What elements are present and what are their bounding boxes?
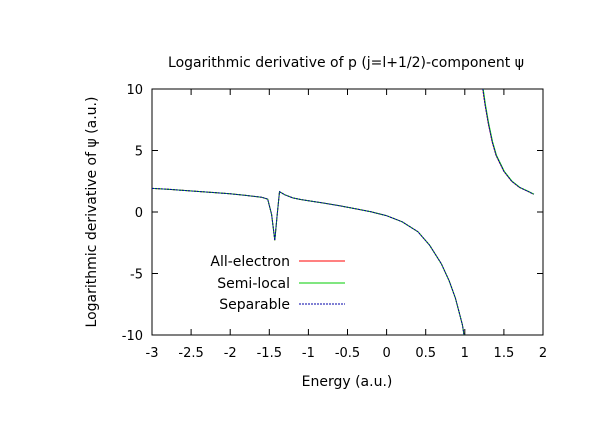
y-tick-label: 0 xyxy=(135,206,143,221)
legend-label: Semi-local xyxy=(217,276,290,292)
y-tick-label: 10 xyxy=(126,83,143,98)
plot-frame xyxy=(151,88,544,336)
x-tick-label: -0.5 xyxy=(335,346,360,361)
series-lines xyxy=(152,89,535,335)
y-tick-label: -10 xyxy=(122,329,143,344)
x-axis-label: Energy (a.u.) xyxy=(302,374,393,390)
series-line-semi-local xyxy=(482,89,535,195)
x-tick-label: 0 xyxy=(382,346,390,361)
legend: All-electron Semi-local Separable xyxy=(210,254,345,313)
x-tick-label: 1.5 xyxy=(494,346,515,361)
x-tick-label: -2.5 xyxy=(178,346,203,361)
y-tick-label: 5 xyxy=(135,145,143,160)
x-tick-label: 2 xyxy=(539,346,547,361)
y-tick-label: -5 xyxy=(130,268,143,283)
series-line-all-electron xyxy=(152,187,465,335)
x-tick-label: 1 xyxy=(461,346,469,361)
x-tick-label: -1.5 xyxy=(257,346,282,361)
series-line-semi-local xyxy=(152,187,465,335)
series-line-all-electron xyxy=(482,89,534,195)
legend-label: All-electron xyxy=(210,254,290,270)
y-axis-ticks: 10 5 0 -5 -10 xyxy=(122,83,543,344)
x-tick-label: -2 xyxy=(224,346,237,361)
legend-label: Separable xyxy=(219,297,290,313)
series-line-separable xyxy=(152,187,465,335)
plot-area xyxy=(151,88,544,336)
y-axis-label: Logarithmic derivative of ψ (a.u.) xyxy=(84,97,100,328)
x-axis-ticks: -3 -2.5 -2 -1.5 -1 -0.5 0 0.5 1 1.5 2 xyxy=(146,89,547,361)
x-tick-label: -1 xyxy=(302,346,315,361)
chart-title: Logarithmic derivative of p (j=l+1/2)-co… xyxy=(168,55,524,71)
series-line-separable xyxy=(482,89,534,195)
x-tick-label: -3 xyxy=(146,346,159,361)
x-tick-label: 0.5 xyxy=(415,346,436,361)
